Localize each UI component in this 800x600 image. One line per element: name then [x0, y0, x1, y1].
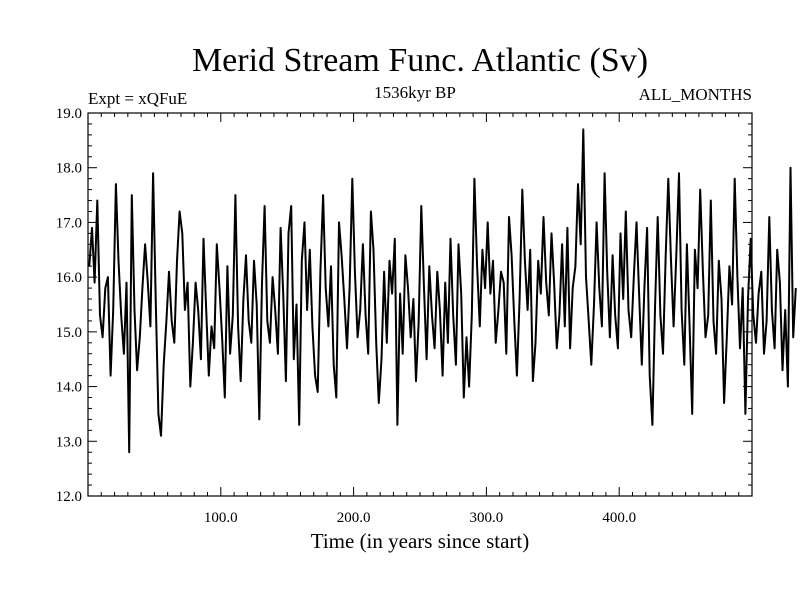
y-tick-label: 16.0 — [56, 270, 82, 286]
period-label: 1536kyr BP — [374, 83, 456, 102]
x-axis: 100.0 200.0 300.0 400.0 — [100, 113, 740, 526]
y-tick-label: 12.0 — [56, 489, 82, 505]
x-tick-label: 400.0 — [602, 510, 636, 526]
plot-frame — [87, 112, 753, 497]
y-tick-label: 14.0 — [56, 380, 82, 396]
chart-title: Merid Stream Func. Atlantic (Sv) — [192, 42, 648, 79]
y-tick-label: 15.0 — [56, 325, 82, 341]
y-tick-label: 18.0 — [56, 161, 82, 177]
experiment-label: Expt = xQFuE — [88, 89, 187, 108]
series-line — [88, 128, 797, 454]
months-label: ALL_MONTHS — [639, 85, 752, 104]
x-axis-label: Time (in years since start) — [311, 529, 530, 553]
y-tick-label: 13.0 — [56, 434, 82, 450]
y-tick-label: 19.0 — [56, 106, 82, 122]
x-tick-label: 200.0 — [337, 510, 371, 526]
x-tick-label: 300.0 — [470, 510, 504, 526]
x-tick-label: 100.0 — [204, 510, 238, 526]
y-tick-label: 17.0 — [56, 215, 82, 231]
